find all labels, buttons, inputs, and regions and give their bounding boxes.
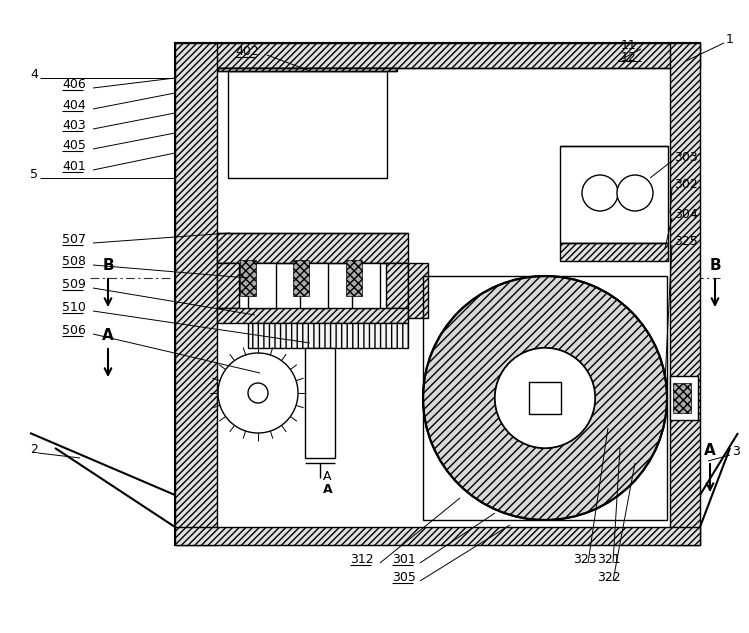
Bar: [240, 260, 256, 296]
Text: 405: 405: [62, 139, 86, 152]
Text: 12: 12: [621, 51, 637, 64]
Bar: [560, 243, 668, 261]
Bar: [175, 43, 700, 545]
Bar: [248, 263, 276, 308]
Text: 302: 302: [674, 178, 698, 191]
Text: 11: 11: [621, 39, 637, 52]
Bar: [423, 276, 667, 520]
Text: 3: 3: [732, 445, 740, 458]
Text: 5: 5: [30, 168, 38, 181]
Text: A: A: [323, 470, 332, 483]
Text: 510: 510: [62, 301, 86, 314]
Circle shape: [218, 353, 298, 433]
Text: 321: 321: [597, 553, 621, 566]
Text: 507: 507: [62, 233, 86, 246]
Text: 325: 325: [674, 235, 698, 248]
Bar: [560, 146, 668, 243]
Text: 506: 506: [62, 324, 86, 337]
Text: 301: 301: [392, 553, 416, 566]
Text: A: A: [323, 483, 333, 496]
Bar: [218, 68, 397, 71]
Bar: [408, 263, 428, 318]
Text: A: A: [102, 328, 114, 343]
Bar: [305, 348, 335, 458]
Circle shape: [582, 175, 618, 211]
Circle shape: [495, 348, 595, 448]
Text: 406: 406: [62, 78, 85, 91]
Text: B: B: [709, 258, 721, 273]
Bar: [529, 382, 561, 414]
Text: A: A: [704, 443, 716, 458]
Text: 323: 323: [573, 553, 597, 566]
Bar: [670, 376, 698, 420]
Bar: [352, 263, 380, 308]
Text: 2: 2: [30, 443, 38, 456]
Bar: [175, 43, 700, 68]
Text: 304: 304: [674, 208, 698, 221]
Text: 403: 403: [62, 119, 85, 132]
Text: 404: 404: [62, 99, 85, 112]
Circle shape: [248, 383, 268, 403]
Bar: [175, 43, 217, 545]
Text: B: B: [102, 258, 114, 273]
Text: 305: 305: [392, 571, 416, 584]
Wedge shape: [423, 276, 667, 520]
Bar: [228, 71, 387, 178]
Text: 322: 322: [597, 571, 621, 584]
Text: 401: 401: [62, 160, 85, 173]
Text: 1: 1: [726, 33, 734, 46]
Bar: [217, 308, 408, 323]
Bar: [175, 527, 700, 545]
Bar: [670, 43, 700, 545]
Bar: [386, 263, 408, 308]
Bar: [300, 263, 328, 308]
Bar: [217, 233, 408, 263]
Text: 303: 303: [674, 151, 698, 164]
Bar: [673, 383, 691, 413]
Bar: [293, 260, 309, 296]
Bar: [217, 263, 239, 308]
Text: 312: 312: [350, 553, 374, 566]
Text: 508: 508: [62, 255, 86, 268]
Text: 509: 509: [62, 278, 86, 291]
Bar: [248, 323, 408, 348]
Bar: [346, 260, 362, 296]
Text: 4: 4: [30, 68, 38, 81]
Text: 402: 402: [235, 45, 258, 58]
Circle shape: [617, 175, 653, 211]
